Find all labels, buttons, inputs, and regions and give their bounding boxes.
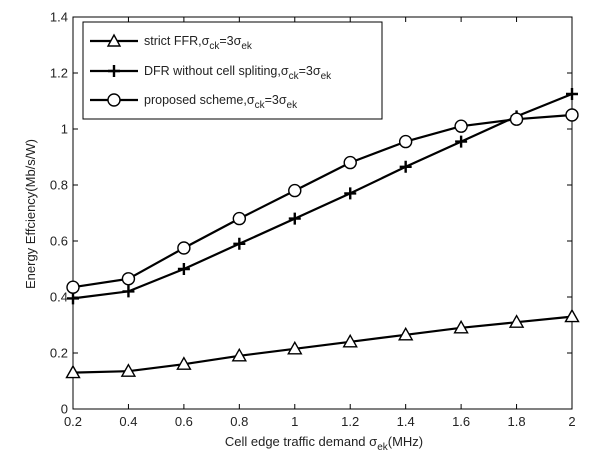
x-tick-label: 0.6 — [175, 414, 193, 429]
legend-label-proposed: proposed scheme,σck=3σek — [144, 93, 298, 111]
series-line-proposed-scheme — [72, 113, 573, 289]
data-point-plus — [233, 237, 246, 250]
series-proposed-scheme — [66, 108, 579, 294]
data-point-plus — [288, 212, 301, 225]
data-point-circle — [288, 183, 302, 198]
legend-circle-icon — [107, 93, 121, 107]
data-point-triangle — [564, 308, 580, 323]
y-tick-label: 0.2 — [50, 346, 68, 361]
series-layer — [65, 88, 580, 379]
series-dfr-without-cell-spliting — [67, 88, 578, 305]
series-line-strict-ffr — [72, 315, 573, 374]
legend-entry-dfr: DFR without cell spliting,σck=3σek — [90, 64, 332, 82]
x-tick-label: 1.8 — [508, 414, 526, 429]
data-point-triangle — [453, 319, 469, 334]
data-point-plus — [67, 292, 79, 305]
x-tick-label: 2 — [568, 414, 575, 429]
data-point-circle — [565, 108, 579, 122]
y-axis-label: Energy Effciency(Mb/s/W) — [23, 139, 38, 289]
data-point-circle — [398, 134, 413, 149]
x-tick-label: 0.4 — [119, 414, 137, 429]
x-tick-label: 1.6 — [452, 414, 470, 429]
x-axis-label: Cell edge traffic demand σek(MHz) — [225, 434, 423, 453]
x-axis-ticks: 0.2 0.4 0.6 0.8 1 1.2 1.4 1.6 1.8 2 — [64, 17, 576, 429]
x-tick-label: 1 — [291, 414, 298, 429]
y-tick-label: 1.2 — [50, 66, 68, 81]
data-point-circle — [177, 241, 191, 255]
y-tick-label: 1 — [61, 122, 68, 137]
legend-entry-proposed: proposed scheme,σck=3σek — [90, 93, 298, 111]
y-tick-label: 1.4 — [50, 10, 68, 25]
data-point-triangle — [231, 347, 247, 362]
data-point-triangle — [398, 326, 414, 341]
data-point-triangle — [65, 364, 81, 379]
data-point-triangle — [508, 314, 525, 328]
data-point-plus — [455, 135, 468, 148]
legend-entry-strict-ffr: strict FFR,σck=3σek — [90, 33, 253, 52]
y-tick-label: 0.4 — [50, 290, 68, 305]
x-tick-label: 1.4 — [397, 414, 415, 429]
data-point-circle — [121, 272, 136, 286]
data-point-triangle — [176, 356, 192, 370]
data-point-circle — [509, 112, 524, 126]
y-tick-label: 0.8 — [50, 178, 68, 193]
legend-label-dfr: DFR without cell spliting,σck=3σek — [144, 64, 332, 82]
data-point-plus — [344, 187, 357, 200]
y-axis-ticks: 0 0.2 0.4 0.6 0.8 1 1.2 1.4 — [50, 10, 572, 417]
series-strict-ffr — [65, 308, 580, 379]
series-line-dfr-without-cell-spliting — [72, 92, 573, 300]
y-tick-label: 0 — [61, 402, 68, 417]
data-point-circle — [66, 280, 80, 294]
legend: strict FFR,σck=3σek DFR without cell spl… — [82, 21, 383, 120]
data-point-plus — [566, 88, 578, 100]
data-point-triangle — [287, 340, 303, 355]
data-point-triangle — [342, 333, 358, 348]
x-tick-label: 0.2 — [64, 414, 82, 429]
data-point-circle — [343, 155, 357, 170]
legend-triangle-icon — [106, 33, 122, 47]
legend-plus-icon — [108, 65, 120, 77]
data-point-circle — [232, 211, 247, 226]
y-tick-label: 0.6 — [50, 234, 68, 249]
plot-area-border — [72, 16, 573, 410]
plot-frame — [72, 16, 573, 410]
x-tick-label: 0.8 — [230, 414, 248, 429]
data-point-circle — [454, 119, 468, 133]
data-point-plus — [122, 285, 135, 298]
legend-label-strict-ffr: strict FFR,σck=3σek — [144, 34, 253, 52]
data-point-plus — [399, 160, 412, 173]
data-point-triangle — [120, 363, 137, 377]
data-point-plus — [177, 263, 190, 275]
x-tick-label: 1.2 — [341, 414, 359, 429]
